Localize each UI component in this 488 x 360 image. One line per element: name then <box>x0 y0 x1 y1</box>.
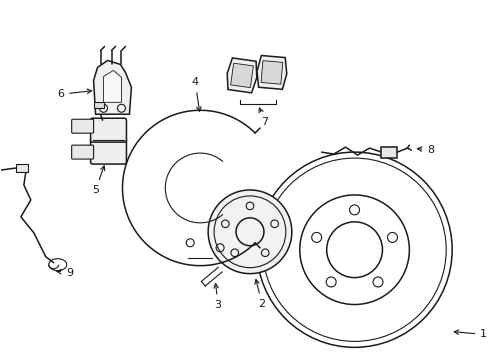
Polygon shape <box>257 55 286 89</box>
Polygon shape <box>261 60 282 84</box>
Text: 9: 9 <box>57 267 73 278</box>
Text: 3: 3 <box>213 284 221 310</box>
FancyBboxPatch shape <box>72 119 93 133</box>
Polygon shape <box>93 60 131 114</box>
Bar <box>16 164 28 172</box>
FancyBboxPatch shape <box>90 118 126 142</box>
Circle shape <box>208 190 291 274</box>
Polygon shape <box>227 58 256 93</box>
Text: 8: 8 <box>416 145 433 155</box>
FancyBboxPatch shape <box>90 138 126 164</box>
Text: 6: 6 <box>57 89 91 99</box>
Text: 1: 1 <box>453 329 486 339</box>
Text: 7: 7 <box>259 108 268 127</box>
FancyBboxPatch shape <box>72 145 93 159</box>
Text: 5: 5 <box>92 166 104 195</box>
Bar <box>381 147 397 158</box>
Polygon shape <box>230 63 253 87</box>
Text: 4: 4 <box>191 77 201 111</box>
Text: 2: 2 <box>254 279 265 309</box>
Polygon shape <box>103 71 121 102</box>
Bar <box>93 102 103 108</box>
